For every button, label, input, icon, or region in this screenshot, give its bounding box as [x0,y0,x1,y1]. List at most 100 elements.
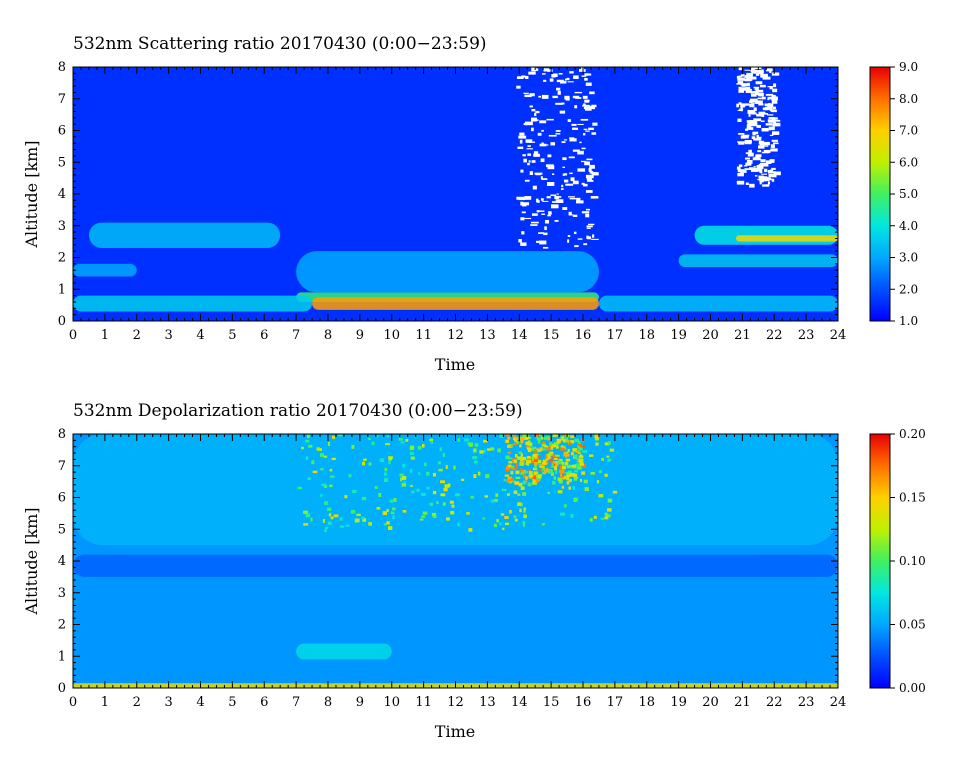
speckle [474,443,479,447]
cloud-speck [736,166,741,170]
speckle [323,484,328,488]
speckle [600,517,604,520]
cloud-speck [738,90,745,93]
speckle [565,458,571,462]
cloud-speck [756,169,761,172]
speckle [549,446,554,450]
x-tick-label: 21 [734,695,751,710]
speckle [519,462,524,466]
cloud-speck [746,124,752,128]
cloud-speck [572,95,580,99]
speckle [486,448,491,451]
speckle [515,464,519,467]
speckle [552,460,556,465]
cloud-speck [590,170,594,174]
x-tick-label: 0 [69,695,77,710]
cloud-speck [592,122,598,126]
cloud-speck [768,160,772,164]
cloud-speck [745,162,752,166]
cloud-speck [567,239,570,243]
speckle [305,439,310,443]
cloud-speck [521,211,526,214]
cloud-speck [547,154,552,158]
cloud-speck [760,159,766,163]
cloud-speck [522,202,527,207]
speckle [584,487,590,492]
y-tick-label: 8 [58,427,66,442]
cloud-speck [575,200,584,204]
cloud-speck [547,69,553,72]
speckle [607,508,612,512]
speckle [542,459,547,464]
speckle [523,514,527,519]
speckle [344,495,348,499]
cloud-speck [755,72,760,76]
speckle [473,474,477,479]
speckle [578,455,584,458]
x-tick-label: 12 [447,328,464,343]
speckle [541,448,547,451]
cloud-speck [738,164,743,167]
speckle [564,461,569,466]
speckle [573,497,579,502]
speckle [531,456,534,461]
speckle [494,498,498,503]
x-tick-label: 16 [575,328,592,343]
cloud-speck [531,127,534,132]
speckle [388,456,393,461]
speckle [604,442,610,446]
y-tick-label: 2 [58,618,66,633]
speckle [608,441,611,445]
speckle [526,447,532,450]
speckle [581,471,586,475]
cloud-speck [569,197,577,200]
speckle [536,455,541,458]
speckle [577,443,582,448]
colorbar [869,433,891,689]
speckle [590,471,595,475]
speckle [570,435,575,439]
speckle [523,507,526,510]
cloud-speck [753,138,762,141]
cloud-speck [541,178,548,180]
speckle [548,469,554,474]
speckle [574,469,578,473]
speckle [400,441,405,444]
speckle [555,462,559,466]
cloud-speck [543,246,549,249]
speckle [505,434,510,437]
speckle [362,518,367,522]
cloud-speck [590,196,599,199]
speckle [607,458,610,462]
cloud-speck [758,163,761,167]
speckle [534,449,537,453]
cloud-speck [587,179,594,182]
cloud-speck [755,175,758,177]
speckle [470,495,475,499]
colorbar-tick-label: 6.0 [899,155,918,169]
speckle [393,498,397,502]
cloud-region [516,67,599,249]
cloud-speck [738,142,745,145]
speckle [330,516,334,520]
speckle [560,512,566,516]
cloud-speck [768,126,775,131]
speckle [503,478,506,482]
cloud-speck [751,102,757,104]
heatmap-layer [73,295,313,312]
colorbar-ticks: 1.0 2.0 3.0 4.0 5.0 6.0 7.0 8.0 9.0 [890,60,918,328]
cloud-speck [773,131,778,135]
cloud-speck [564,179,569,183]
speckle [537,459,542,464]
speckle [596,480,600,484]
speckle [517,502,522,506]
x-tick-label: 6 [260,695,268,710]
cloud-speck [759,180,764,183]
speckle [433,515,437,518]
cloud-speck [771,167,776,170]
cloud-speck [573,127,576,129]
speckle [440,493,446,497]
speckle [541,443,546,447]
speckle [331,457,336,461]
speckle [609,448,615,452]
